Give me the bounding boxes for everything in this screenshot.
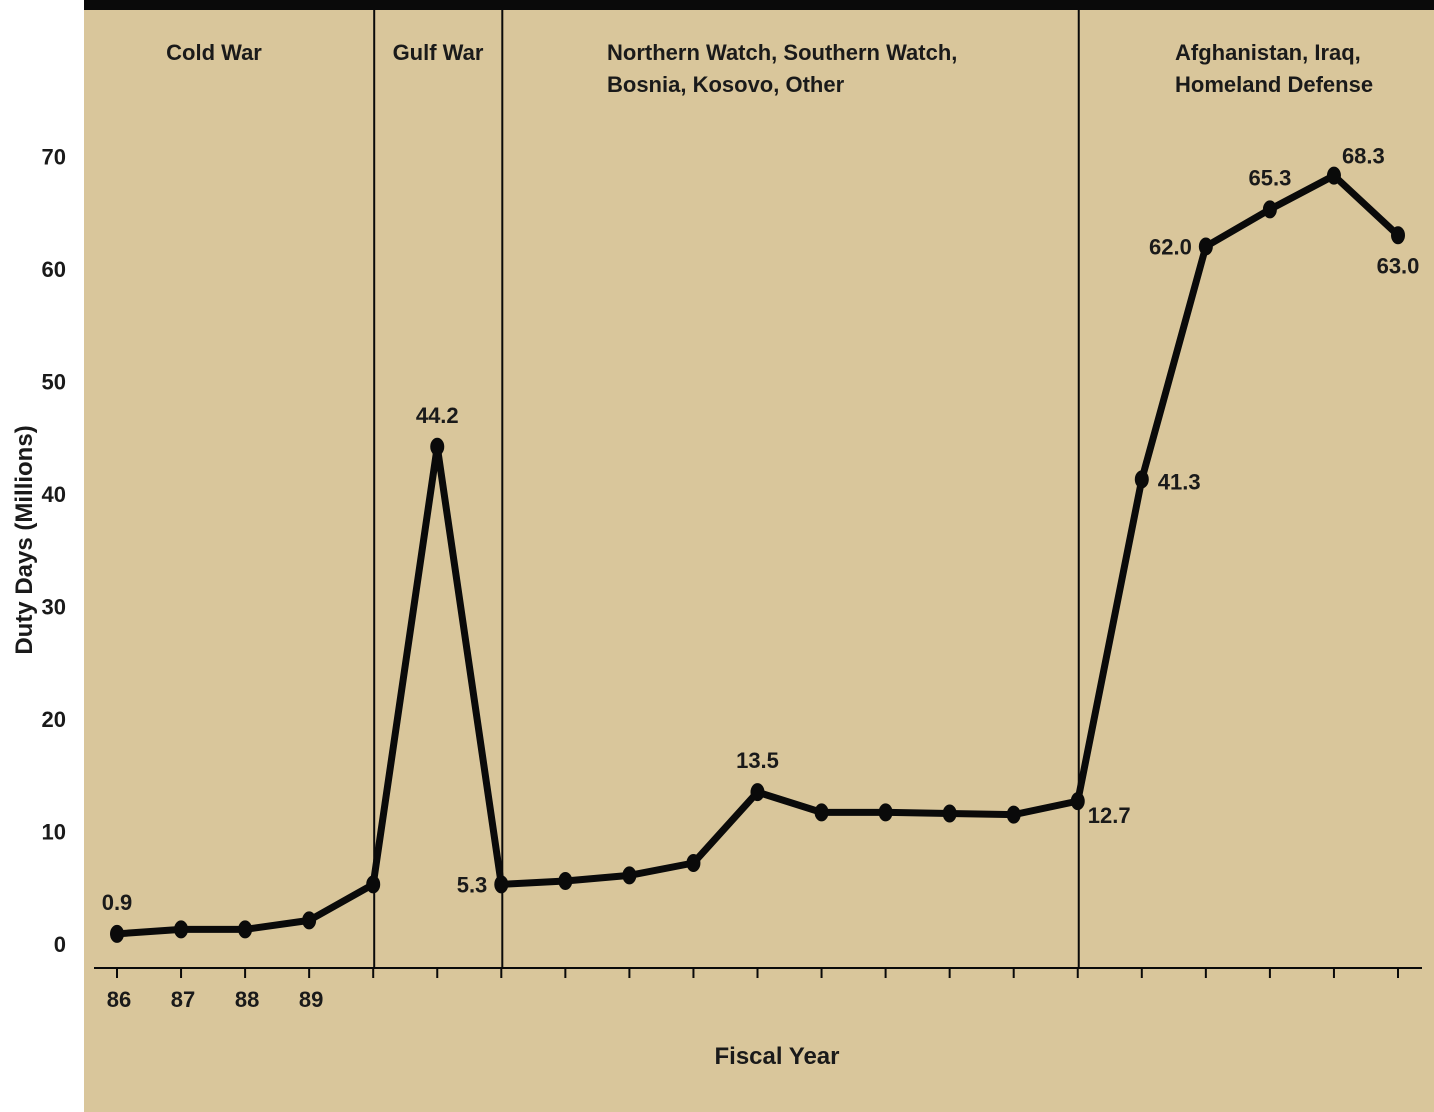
x-tick-label: 88 [235,987,259,1012]
data-label: 63.0 [1377,253,1420,278]
data-label: 65.3 [1248,165,1291,190]
data-point [1070,792,1085,811]
data-label: 0.9 [102,890,133,915]
data-label: 13.5 [736,748,779,773]
x-tick-label: 86 [107,987,131,1012]
period-labels: Cold War Gulf War Northern Watch, Southern… [166,40,1373,97]
y-tick-label: 30 [42,595,66,620]
data-point [430,437,445,456]
y-tick-label: 70 [42,145,66,170]
data-point [878,803,893,822]
data-point [1198,237,1213,256]
y-tick-label: 40 [42,482,66,507]
data-point [558,872,573,890]
data-label: 44.2 [416,403,459,428]
data-point [1134,470,1149,489]
data-label: 68.3 [1342,144,1385,169]
y-axis-title: Duty Days (Millions) [11,425,38,654]
data-labels: 0.9 44.2 5.3 13.5 12.7 41.3 62.0 65.3 68.3 63.0 [102,144,1420,915]
y-tick-label: 0 [54,932,66,957]
data-point [1326,166,1341,185]
data-point [174,920,189,939]
data-point [1006,805,1021,824]
data-point [686,854,701,872]
x-tick-label: 89 [299,987,323,1012]
y-tick-label: 60 [42,257,66,282]
period-label: Gulf War [393,40,484,65]
period-label: Northern Watch, Southern Watch, [607,40,957,65]
y-axis: 0 10 20 30 40 50 60 70 [42,145,66,958]
data-label: 41.3 [1158,469,1201,494]
data-point [302,911,317,930]
period-label: Homeland Defense [1175,72,1373,97]
x-axis: 86 87 88 89 [94,967,1422,1012]
data-point [814,803,829,822]
data-point [494,875,509,894]
y-tick-label: 50 [42,370,66,395]
data-label: 5.3 [457,872,488,897]
plot-background [84,0,1434,1112]
top-bar [84,0,1434,10]
y-tick-label: 20 [42,707,66,732]
data-point [750,783,765,802]
data-point [1262,200,1277,219]
data-label: 12.7 [1088,803,1131,828]
x-axis-title: Fiscal Year [715,1043,840,1070]
data-label: 62.0 [1149,235,1192,260]
data-point [366,875,381,894]
series-duty-days [110,166,1405,943]
period-label: Afghanistan, Iraq, [1175,40,1361,65]
period-label: Cold War [166,40,262,65]
data-point [238,920,253,939]
x-tick-label: 87 [171,987,195,1012]
period-label: Bosnia, Kosovo, Other [607,72,845,97]
data-point [1391,226,1405,245]
data-point [110,924,124,943]
y-tick-label: 10 [42,820,66,845]
data-point [622,866,637,885]
data-point [942,804,957,823]
